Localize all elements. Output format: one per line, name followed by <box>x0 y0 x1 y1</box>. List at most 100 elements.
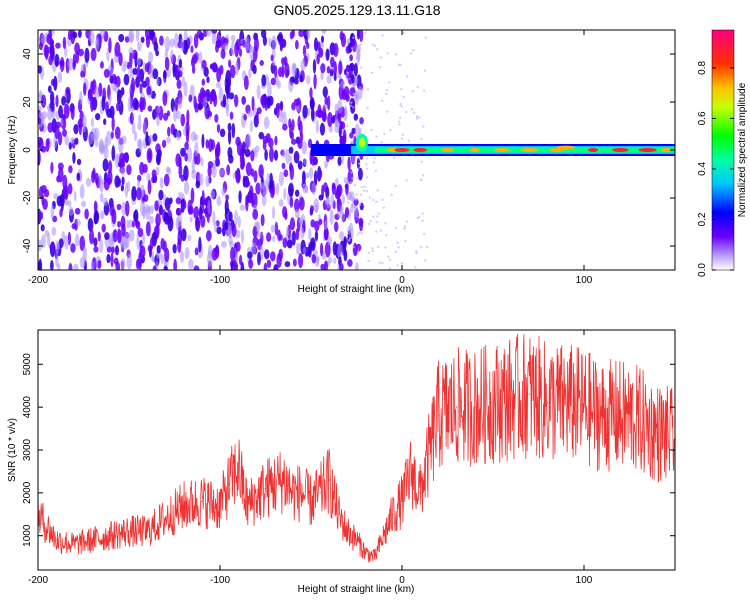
spectrogram-speck <box>359 66 363 69</box>
snr-point <box>346 530 348 533</box>
snr-point <box>547 402 549 404</box>
spectrogram-blob <box>103 118 107 126</box>
spectrogram-blob <box>128 229 135 242</box>
spectrogram-blob <box>262 179 269 196</box>
spectrogram-blob <box>129 112 134 125</box>
spectrogram-speck <box>385 89 389 92</box>
spectrogram-blob <box>101 95 106 111</box>
spectrogram-blob <box>302 104 308 119</box>
spectrogram-blob <box>47 107 53 121</box>
snr-x-tick-label: -100 <box>210 575 230 586</box>
spectrogram-speck <box>425 245 429 249</box>
spectrogram-blob <box>157 105 161 114</box>
spectrogram-speck <box>360 200 363 203</box>
spectrogram-blob <box>39 211 44 220</box>
spectrogram-blob <box>266 172 270 187</box>
spectrogram-blob <box>164 36 171 52</box>
spectrogram-blob <box>224 221 229 231</box>
spectrogram-blob <box>268 137 274 149</box>
spectrogram-blob <box>314 230 319 242</box>
spectrogram-speck <box>346 71 349 75</box>
spectrogram-blob <box>97 231 101 242</box>
spectrogram-speck <box>378 261 381 264</box>
spectrogram-blob <box>308 228 312 241</box>
spectrogram-blob <box>261 191 267 207</box>
spectrogram-blob <box>330 56 335 68</box>
spectrogram-speck <box>390 193 393 197</box>
spectrogram-blob <box>320 110 325 118</box>
spectrogram-blob <box>307 107 311 117</box>
spectrogram-blob <box>211 30 217 45</box>
spectrogram-blob <box>321 30 327 34</box>
spectrogram-blob <box>213 220 218 233</box>
spectrogram-blob <box>163 211 168 222</box>
spectrogram-blob <box>70 136 75 145</box>
spectrogram-blob <box>61 96 67 106</box>
spectrogram-blob <box>347 156 351 171</box>
spectrogram-blob <box>137 121 142 131</box>
spectrogram-blob <box>136 187 142 201</box>
spectrogram-blob <box>300 227 305 239</box>
spectrogram-blob <box>93 200 98 213</box>
spectrogram-blob <box>352 242 358 257</box>
spectrogram-blob <box>340 121 346 130</box>
spectrogram-blob <box>194 141 199 157</box>
spectrogram-speck <box>351 177 354 180</box>
spectrogram-blob <box>126 219 130 229</box>
spectrogram-blob <box>216 123 221 133</box>
spectrogram-speck <box>421 219 424 222</box>
spectrogram-blob <box>176 110 181 120</box>
spectrogram-speck <box>383 132 386 136</box>
snr-point <box>419 492 421 494</box>
band-hotspot <box>612 148 629 152</box>
spectrogram-speck <box>354 198 358 201</box>
spectrogram-speck <box>397 120 401 123</box>
spectrogram-blob <box>178 58 183 69</box>
spectrogram-blob <box>283 169 289 178</box>
spectrogram-blob <box>354 44 361 53</box>
spectrogram-blob <box>136 57 142 66</box>
snr-y-tick-label: 1000 <box>22 524 33 547</box>
spectrogram-speck <box>394 226 398 230</box>
spectrogram-blob <box>92 167 96 180</box>
spectrogram-blob <box>300 59 306 72</box>
spectrogram-x-tick-label: 100 <box>576 275 593 286</box>
spectrogram-blob <box>243 75 249 90</box>
spectrogram-blob <box>136 234 140 250</box>
spectrogram-blob <box>60 117 64 127</box>
spectrogram-blob <box>41 111 48 120</box>
spectrogram-blob <box>70 105 75 120</box>
spectrogram-speck <box>416 85 419 89</box>
spectrogram-blob <box>304 185 309 194</box>
spectrogram-blob <box>76 158 82 166</box>
spectrogram-blob <box>243 113 247 121</box>
spectrogram-blob <box>343 176 349 184</box>
spectrogram-blob <box>298 196 305 211</box>
spectrogram-blob <box>156 77 160 86</box>
spectrogram-x-tick-label: 0 <box>399 275 405 286</box>
spectrogram-speck <box>400 105 403 108</box>
spectrogram-blob <box>318 218 323 226</box>
spectrogram-speck <box>352 36 355 39</box>
spectrogram-blob <box>327 236 332 246</box>
spectrogram-blob <box>281 63 285 78</box>
spectrogram-blob <box>95 37 100 52</box>
snr-point <box>383 535 385 537</box>
spectrogram-speck <box>348 217 351 220</box>
spectrogram-blob <box>74 207 81 215</box>
spectrogram-blob <box>201 78 206 86</box>
spectrogram-blob <box>354 123 361 138</box>
band-hotspot <box>587 148 599 152</box>
spectrogram-speck <box>423 89 426 92</box>
spectrogram-blob <box>106 47 110 62</box>
spectrogram-blob <box>306 75 311 85</box>
spectrogram-blob <box>235 171 241 184</box>
spectrogram-blob <box>347 259 353 267</box>
spectrogram-speck <box>372 161 376 164</box>
spectrogram-blob <box>250 168 255 177</box>
spectrogram-blob <box>234 210 239 226</box>
spectrogram-blob <box>235 241 241 252</box>
spectrogram-blob <box>241 141 246 154</box>
spectrogram-speck <box>398 123 401 126</box>
colorbar-tick-label: 0.8 <box>697 61 708 75</box>
